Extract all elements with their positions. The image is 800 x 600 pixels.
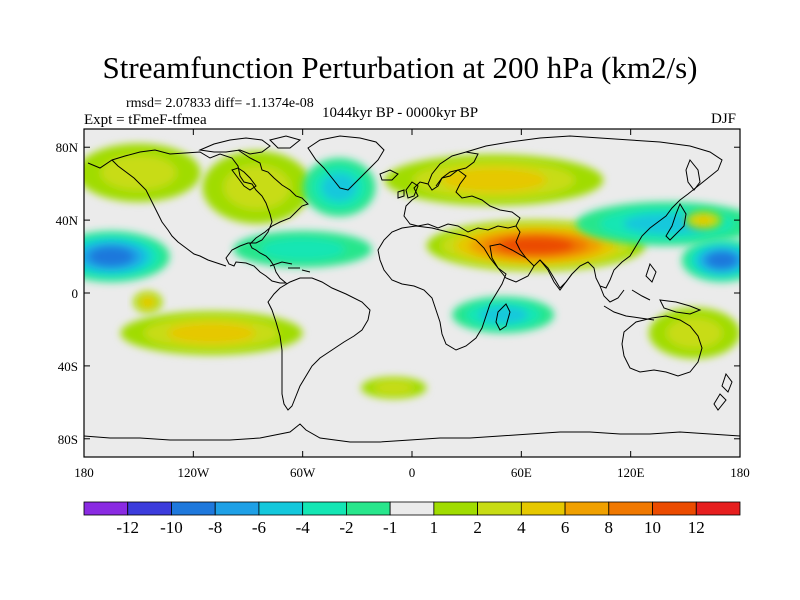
coastline-kamchatka [685, 159, 701, 191]
contour-fill [140, 296, 155, 308]
coastline-scandinavia [427, 151, 479, 187]
anomaly-southern-ocean-atlantic-high [360, 376, 427, 399]
lat-tick-label: 80S [58, 432, 78, 447]
colorbar-swatch [389, 501, 435, 516]
lon-tick-label: 180 [74, 465, 94, 480]
contour-fill [373, 381, 414, 395]
contour-fill [694, 215, 713, 225]
colorbar-swatch [695, 501, 741, 516]
anomaly-north-pacific-west-high [84, 143, 201, 202]
colorbar-level-label: -8 [208, 518, 222, 537]
colorbar-swatch [608, 501, 653, 516]
colorbar-swatch [127, 501, 172, 516]
map-panel: 180 120W 60W 0 60E 120E 180 80N 40N 0 40S 80S [56, 128, 750, 480]
contour-fill [89, 246, 134, 267]
lat-tick-label: 40S [58, 359, 78, 374]
coastlines [84, 135, 740, 443]
lat-tick-label: 40N [56, 213, 79, 228]
coastline-madagascar [495, 303, 511, 331]
contour-fill [441, 167, 547, 193]
map-axes: 180 120W 60W 0 60E 120E 180 80N 40N 0 40S 80S [56, 129, 750, 480]
colorbar-level-label: -1 [383, 518, 397, 537]
coastline-southeast-asia [599, 262, 657, 321]
anomaly-south-pacific-band-high [120, 311, 303, 355]
coastline-hudson-bay [231, 167, 257, 191]
lon-tick-label: 180 [730, 465, 750, 480]
colorbar: -12 -10 -8 -6 -4 -2 -1 1 2 4 6 8 10 12 [83, 501, 741, 537]
contour-fill [497, 236, 575, 255]
coastline-north-america [87, 149, 309, 284]
colorbar-level-label: -4 [296, 518, 311, 537]
coastline-africa [377, 225, 507, 351]
lon-tick-label: 120E [617, 465, 645, 480]
colorbar-swatch [433, 501, 479, 516]
coastline-canadian-arctic [198, 135, 302, 155]
colorbar-swatch [83, 501, 129, 516]
contour-fill [100, 154, 177, 191]
lon-tick-label: 60W [290, 465, 316, 480]
contour-fill [260, 238, 345, 261]
coastline-arabia [489, 243, 535, 283]
lat-tick-label: 0 [72, 286, 79, 301]
colorbar-swatch [477, 501, 522, 516]
coastline-british-isles [397, 181, 419, 199]
colorbar-level-label: -6 [252, 518, 266, 537]
colorbar-level-label: 1 [430, 518, 439, 537]
colorbar-level-label: -2 [339, 518, 353, 537]
colorbar-swatch [564, 501, 610, 516]
anomaly-eurasia-high [384, 154, 604, 206]
lon-tick-label: 120W [177, 465, 210, 480]
anomaly-west-pacific-tropical-low [681, 238, 740, 283]
experiment-label: Expt = tFmeF-tfmea [84, 112, 207, 128]
colorbar-level-label: 4 [517, 518, 526, 537]
lat-tick-label: 80N [56, 140, 79, 155]
anomaly-indian-ocean-low [452, 296, 555, 334]
coastline-new-guinea [659, 299, 702, 315]
coastline-new-zealand [713, 372, 733, 411]
coastline-pacific-northwest [111, 159, 227, 267]
lon-tick-label: 60E [511, 465, 532, 480]
colorbar-swatch [171, 501, 216, 516]
anomaly-subtropical-pacific-low [84, 231, 170, 283]
stats-line: rmsd= 2.07833 diff= -1.1374e-08 [126, 96, 314, 111]
coastline-iceland [379, 169, 399, 181]
colorbar-level-label: 10 [644, 518, 661, 537]
colorbar-level-label: 6 [561, 518, 570, 537]
colorbar-swatch [652, 501, 697, 516]
coastline-europe [403, 169, 521, 233]
contour-fill [666, 317, 723, 349]
period-label: 1044kyr BP - 0000kyr BP [322, 105, 479, 121]
coastline-greenland [307, 135, 385, 191]
colorbar-swatch [520, 501, 566, 516]
colorbar-level-label: 12 [688, 518, 705, 537]
colorbar-level-label: 2 [473, 518, 482, 537]
lon-tick-label: 0 [409, 465, 416, 480]
coastline-caribbean [269, 261, 311, 273]
contour-fill [167, 322, 256, 344]
anomaly-south-pacific-high [133, 291, 163, 314]
colorbar-swatch [345, 501, 391, 516]
contour-fill [478, 306, 528, 324]
coastline-india [539, 259, 573, 291]
anomaly-west-asia-high [426, 220, 646, 272]
plot-title: Streamfunction Perturbation at 200 hPa (… [102, 50, 698, 85]
coastline-japan [665, 202, 687, 241]
colorbar-level-label: -10 [160, 518, 183, 537]
colorbar-level-label: -12 [116, 518, 139, 537]
colorbar-swatch [302, 501, 347, 516]
coastline-south-america [267, 277, 371, 411]
coastline-australia [621, 315, 703, 377]
season-label: DJF [711, 111, 737, 127]
colorbar-swatch [258, 501, 304, 516]
coastline-antarctica [84, 423, 740, 443]
contour-fill [706, 251, 737, 269]
anomaly-east-asia-high [685, 211, 722, 230]
coastline-asia [465, 135, 723, 289]
colorbar-swatch [214, 501, 260, 516]
colorbar-level-label: 8 [605, 518, 614, 537]
anomaly-australia-high [648, 307, 740, 359]
